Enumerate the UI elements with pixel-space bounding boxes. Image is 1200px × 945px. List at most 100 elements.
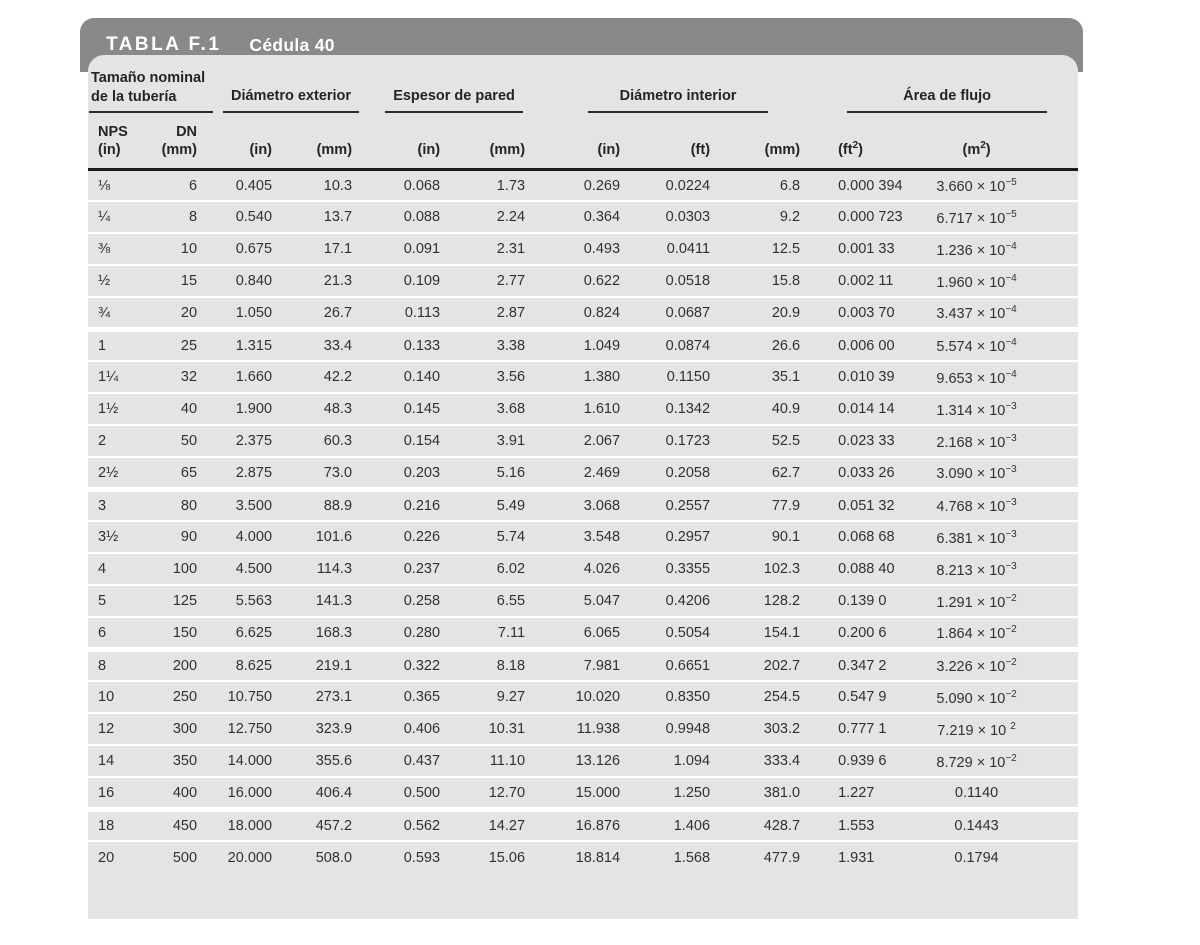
table-cell: 150 (172, 624, 198, 641)
table-cell: 2.77 (496, 273, 526, 290)
table-cell: 14 (98, 753, 115, 770)
table-cell: 1.236 × 10−4 (936, 240, 1017, 259)
table-cell: 3½ (98, 529, 119, 546)
column-header: DN (mm) (150, 113, 215, 171)
table-cell: 6 (98, 624, 107, 641)
unit-header-row: NPS (in) DN (mm) (in) (mm) (in) (mm) (in) (ft) (mm… (88, 113, 1078, 171)
table-cell: 0.140 (403, 369, 441, 386)
table-cell: 323.9 (315, 721, 353, 738)
table-cell: 15.8 (771, 273, 801, 290)
table-cell: 1.73 (496, 177, 526, 194)
table-number: TABLA F.1 (106, 34, 222, 55)
table-cell: 18.814 (575, 849, 621, 866)
table-cell: 9.2 (779, 209, 801, 226)
table-cell: 0.1140 (954, 784, 999, 801)
table-cell: 0.840 (235, 273, 273, 290)
table-cell: 3.068 (583, 498, 621, 515)
column-header: (mm) (726, 113, 817, 171)
table-cell: 17.1 (323, 241, 353, 258)
table-cell: 1.864 × 10−2 (936, 623, 1017, 642)
column-header: (in) (368, 113, 457, 171)
table-cell: 3.38 (496, 338, 526, 355)
table-cell: 20.000 (227, 849, 273, 866)
table-cell: ⅜ (98, 241, 111, 258)
table-cell: 48.3 (323, 401, 353, 418)
table-cell: 5.49 (496, 498, 526, 515)
table-cell: 6.381 × 10−3 (936, 528, 1017, 547)
table-cell: 7.11 (497, 624, 526, 641)
table-body: ⅛ 6 0.405 10.3 0.068 1.73 0.269 0.0224 6.8 0.000 … (88, 169, 1078, 873)
table-cell: 4.026 (583, 561, 621, 578)
table-cell: 0.8350 (665, 689, 711, 706)
table-cell: 52.5 (771, 433, 801, 450)
table-row: ¾ 20 1.050 26.7 0.113 2.87 0.824 0.0687 20.9 0.00… (88, 297, 1078, 329)
table-cell: 0.216 (403, 498, 441, 515)
table-cell: 11.938 (576, 721, 621, 738)
table-cell: 18.000 (227, 818, 273, 835)
table-cell: 0.0303 (665, 209, 711, 226)
table-row: 16 400 16.000 406.4 0.500 12.70 15.000 1.250 381… (88, 777, 1078, 809)
table-cell: 8 (98, 658, 107, 675)
table-row: 18 450 18.000 457.2 0.562 14.27 16.876 1.406 428… (88, 809, 1078, 841)
table-cell: 2.067 (583, 433, 621, 450)
table-cell: 13.126 (575, 753, 621, 770)
table-cell: 200 (172, 658, 198, 675)
table-cell: 0.1342 (665, 401, 711, 418)
table-cell: 16 (98, 784, 115, 801)
table-cell: 1.610 (583, 401, 621, 418)
table-cell: 25 (180, 338, 198, 355)
table-cell: 4 (98, 561, 107, 578)
table-cell: 350 (172, 753, 198, 770)
table-cell: 88.9 (323, 498, 353, 515)
table-cell: 6.625 (235, 624, 273, 641)
table-cell: 0.1723 (665, 433, 711, 450)
table-cell: 14.27 (488, 818, 526, 835)
table-cell: 0.0224 (665, 177, 711, 194)
table-cell: 2.469 (583, 464, 621, 481)
table-cell: 12.5 (771, 241, 801, 258)
table-cell: 457.2 (315, 818, 353, 835)
table-cell: 6.8 (779, 177, 801, 194)
table-cell: 1.568 (673, 849, 711, 866)
table-cell: 50 (180, 433, 198, 450)
table-cell: 2.168 × 10−3 (936, 432, 1017, 451)
table-cell: 0.051 32 (838, 498, 895, 515)
table-cell: 0.088 (403, 209, 441, 226)
column-header: (in) (540, 113, 637, 171)
table-cell: 5.16 (496, 464, 526, 481)
table-cell: 1.553 (838, 818, 875, 835)
table-cell: 1.380 (583, 369, 621, 386)
table-row: 5 125 5.563 141.3 0.258 6.55 5.047 0.4206 128.2 0… (88, 585, 1078, 617)
table-row: 1¼ 32 1.660 42.2 0.140 3.56 1.380 0.1150 35.1 0.0… (88, 361, 1078, 393)
table-cell: 1 (98, 338, 107, 355)
table-cell: 333.4 (763, 753, 801, 770)
table-cell: 10.750 (227, 689, 273, 706)
table-cell: 400 (172, 784, 198, 801)
table-cell: 1.227 (838, 784, 875, 801)
table-cell: 0.540 (235, 209, 273, 226)
table-cell: 10.3 (323, 177, 353, 194)
table-cell: 3.437 × 10−4 (936, 303, 1017, 322)
table-row: 1 25 1.315 33.4 0.133 3.38 1.049 0.0874 26.6 0.00… (88, 329, 1078, 361)
table-cell: 450 (172, 818, 198, 835)
table-cell: 8.18 (496, 658, 526, 675)
table-cell: 0.675 (235, 241, 273, 258)
table-cell: 0.145 (403, 401, 441, 418)
table-cell: 0.109 (403, 273, 441, 290)
table-cell: 0.001 33 (838, 241, 895, 258)
table-cell: 2½ (98, 464, 119, 481)
table-cell: 0.939 6 (838, 753, 887, 770)
table-cell: 13.7 (323, 209, 353, 226)
pipe-schedule-table: Tamaño nominal de la tubería Diámetro exte… (88, 55, 1078, 873)
table-cell: 101.6 (315, 529, 353, 546)
table-cell: 7.219 × 10 2 (937, 720, 1016, 739)
table-cell: 0.5054 (665, 624, 711, 641)
table-cell: 9.653 × 10−4 (936, 368, 1017, 387)
group-header-row: Tamaño nominal de la tubería Diámetro exte… (88, 55, 1078, 114)
table-cell: 80 (180, 498, 198, 515)
table-cell: ¼ (98, 209, 111, 226)
table-cell: 0.088 40 (838, 561, 895, 578)
table-cell: 15.06 (488, 849, 526, 866)
column-header: (in) (214, 113, 291, 171)
column-header: (ft) (636, 113, 727, 171)
